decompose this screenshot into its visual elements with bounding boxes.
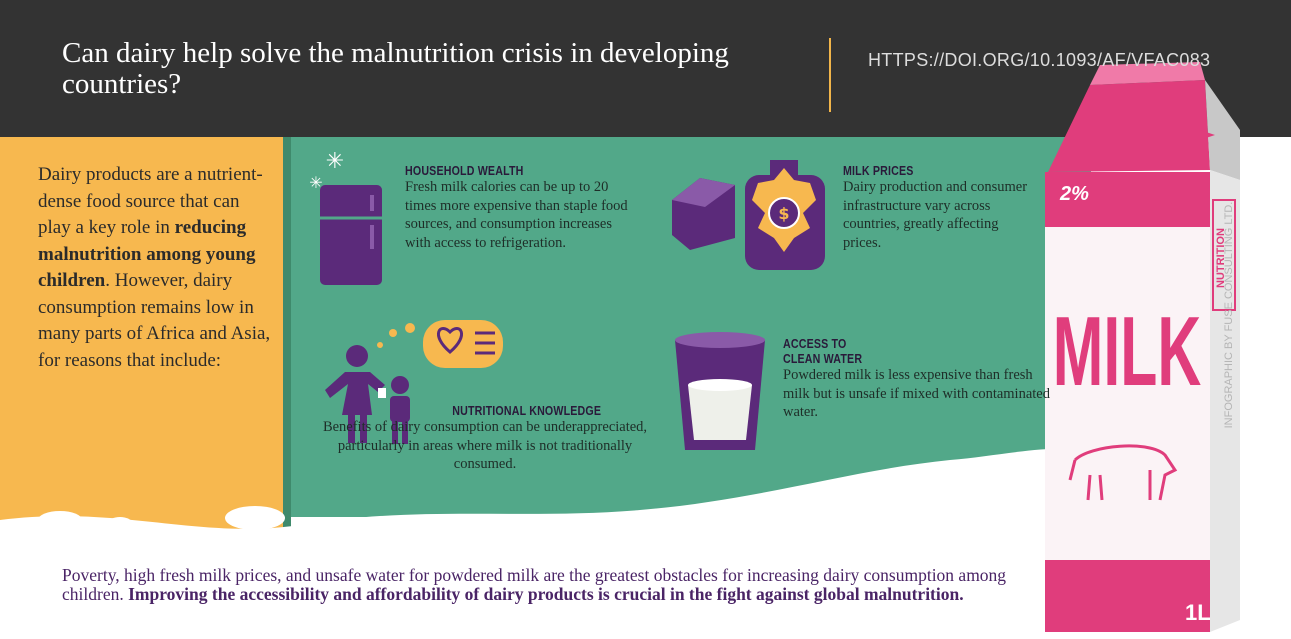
glass-icon <box>675 332 765 450</box>
factor-heading: MILK PRICES <box>843 163 914 178</box>
fridge-icon: ✳ ✳ <box>309 149 382 285</box>
intro-emphasis: reducing malnutrition among young childr… <box>38 217 256 291</box>
intro-panel <box>0 137 283 537</box>
title: Can dairy help solve the malnutrition cr… <box>62 37 729 100</box>
footer-emphasis: Improving the accessibility and affordab… <box>128 584 964 604</box>
nutrition-label: NUTRITION <box>1215 228 1227 288</box>
brand-label: MILK <box>1053 297 1202 406</box>
factor: ACCESS TO CLEAN WATER Powdered milk is l… <box>783 336 1051 422</box>
factor-body: Benefits of dairy consumption can be und… <box>322 419 648 472</box>
panel-edge <box>283 137 291 537</box>
doi: HTTPS://DOI.ORG/10.1093/AF/VFAC083 <box>868 50 1211 70</box>
factor-heading: ACCESS TO CLEAN WATER <box>783 336 863 366</box>
svg-text:✳: ✳ <box>309 173 322 192</box>
fat-label: 2% <box>1059 183 1089 205</box>
factor-heading: NUTRITIONAL KNOWLEDGE <box>452 403 602 418</box>
footer-text: Poverty, high fresh milk prices, and uns… <box>62 565 1007 604</box>
factor-body: Dairy production and consumer infrastruc… <box>843 179 1028 251</box>
intro-text: . However, dairy consumption remains low… <box>38 270 271 371</box>
svg-text:✳: ✳ <box>326 149 344 174</box>
parent-child-icon <box>325 320 503 444</box>
milk-drops <box>38 464 950 536</box>
milk-wave <box>0 448 1291 639</box>
factor-body: Powdered milk is less expensive than fre… <box>783 367 1050 420</box>
factor: HOUSEHOLD WEALTH Fresh milk calories can… <box>405 163 640 252</box>
factor-heading: HOUSEHOLD WEALTH <box>405 163 524 178</box>
factor-body: Fresh milk calories can be up to 20 time… <box>405 179 628 251</box>
price-symbol: $ <box>778 204 789 223</box>
factor: NUTRITIONAL KNOWLEDGE Benefits of dairy … <box>320 403 650 474</box>
milk-carton <box>1045 62 1240 632</box>
intro-text: Dairy products are a nutrient-dense food… <box>38 164 263 238</box>
factor: MILK PRICES Dairy production and consume… <box>843 163 1033 252</box>
footer: Poverty, high fresh milk prices, and uns… <box>62 566 1042 604</box>
credit: INFOGRAPHIC BY FUSE CONSULTING LTD. <box>1223 202 1235 429</box>
volume-label: 1L <box>1185 600 1211 625</box>
header-band <box>0 0 1291 137</box>
milk-price-icon <box>672 160 825 270</box>
intro: Dairy products are a nutrient-dense food… <box>38 162 273 374</box>
